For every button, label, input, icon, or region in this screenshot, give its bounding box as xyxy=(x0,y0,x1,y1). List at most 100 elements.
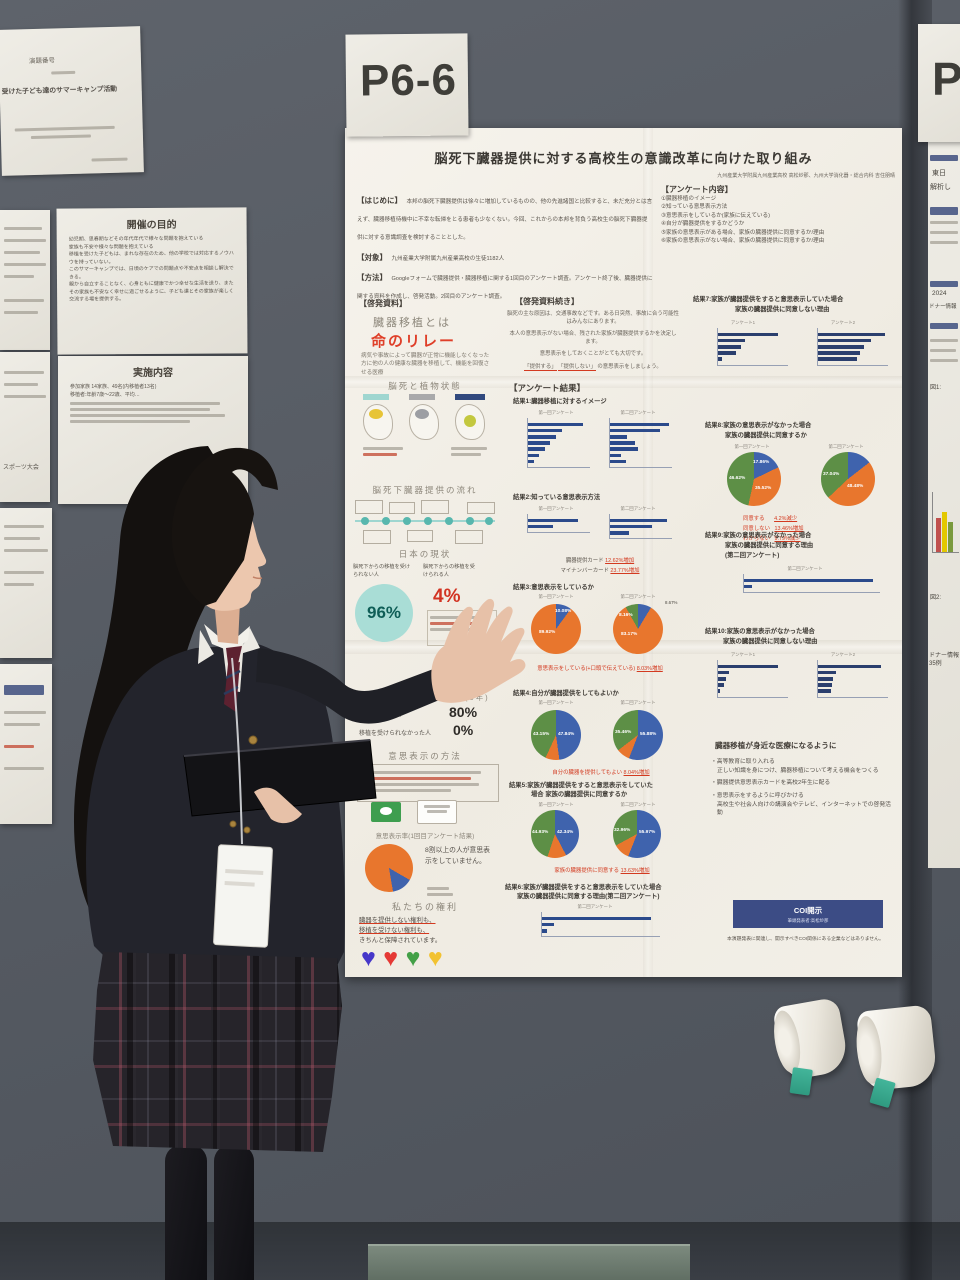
chart-bar xyxy=(542,922,554,927)
result10-title-line1: 結果10:家族の意思表示がなかった場合 xyxy=(705,628,815,635)
result2-note2-value: 23.77%増加 xyxy=(610,568,640,574)
brain-tab-normal xyxy=(363,394,389,400)
result8-pie2: 37.04% 48.48% xyxy=(821,452,875,506)
summary-heading: 臓器移植が身近な医療になるように xyxy=(715,741,837,750)
result4-pie2: 55.88% 35.46% xyxy=(613,710,663,760)
legend-entry xyxy=(427,887,449,890)
result3-pie2-caption: 第二回アンケート xyxy=(620,594,656,599)
result8-pie1: 46.62% 35.52% 17.86% xyxy=(727,452,781,506)
method-label: 【方法】 xyxy=(357,273,387,282)
next-session-card: P xyxy=(918,24,960,142)
presenter-tie-knot xyxy=(226,646,242,664)
result1-title: 結果1:臓器移植に対するイメージ xyxy=(513,398,607,405)
chart-bar xyxy=(610,530,629,535)
illegible-text-line xyxy=(361,771,481,774)
materials2-p2: 本人の意思表示がない場合、残された家族が臓器提供するかを決定します。 xyxy=(509,331,677,346)
flow-step-box xyxy=(467,502,495,514)
illegible-text-line xyxy=(4,723,40,726)
blazer-button xyxy=(248,735,258,745)
head-silhouette-3 xyxy=(455,404,485,440)
illegible-text-line xyxy=(70,402,220,405)
chart-bar xyxy=(528,453,540,458)
tablet-edge-highlight xyxy=(183,739,371,757)
illegible-text-line xyxy=(4,571,44,574)
chart-bar xyxy=(528,434,556,439)
section-bar xyxy=(930,281,958,287)
rate-note: 8割以上の人が意思表示をしていません。 xyxy=(425,847,490,865)
chart-bar xyxy=(718,670,730,675)
name-tag-line xyxy=(225,869,264,876)
result5-pie2-green-label: 32.96% xyxy=(614,828,631,833)
flow-heading: 脳死下臓器提供の流れ xyxy=(372,485,478,495)
survival-row2-value: 0% xyxy=(453,722,474,738)
poster-authors: 九州産業大学附属九州産業高校 高松紗那、九州大学消化器・総合内科 吉住朋晴 xyxy=(717,173,895,179)
illegible-text-line xyxy=(4,583,34,586)
chart-bar xyxy=(610,453,622,458)
result2-note1: 臓器提供カード xyxy=(565,558,604,564)
illegible-text-line xyxy=(930,359,958,362)
result5-title-line2: 場合 家族の臓器提供に同意するか xyxy=(531,791,628,798)
presenter-lanyard xyxy=(231,657,243,845)
result4-pie2-green-label: 35.46% xyxy=(615,730,632,735)
survey-item-4: ④自分が臓器提供をするかどうか xyxy=(661,221,745,228)
presenter-collar-right xyxy=(240,628,260,654)
cannot-receive-circle: 96% xyxy=(355,584,413,642)
materials-desc: 病気や事故によって臓器が正常に機能しなくなった方に他の人の健康な臓器を移植して、… xyxy=(361,353,490,376)
chart-bar xyxy=(818,332,885,337)
result3-pie1-caption: 第一回アンケート xyxy=(538,594,574,599)
survey-content-label: 【アンケート内容】 xyxy=(661,185,733,194)
mynumber-card xyxy=(417,800,457,824)
flow-step-box xyxy=(363,530,391,544)
illegible-text-line xyxy=(4,525,44,528)
right-strip-count: ドナー情報 35例 xyxy=(929,653,960,668)
cannot-receive-label: 脳死下からの移植を受けられない人 xyxy=(353,564,411,578)
illegible-text-line xyxy=(363,447,403,450)
presenter-front-hair xyxy=(171,447,278,606)
result6-chart xyxy=(541,912,660,938)
survey-item-2: ②知っている意思表示方法 xyxy=(661,204,728,211)
rights-line1: 臓器を提供しない権利も、 xyxy=(359,917,436,924)
presenter-left-leg xyxy=(165,1145,207,1280)
next-session-code: P xyxy=(932,53,960,105)
result4-pie2-blue-label: 55.88% xyxy=(640,732,657,737)
chart-bar xyxy=(718,338,745,343)
left-sheet-partial-3 xyxy=(0,508,52,658)
result6-title-line2: 家族の臓器提供に同意する理由(第二回アンケート) xyxy=(517,893,660,900)
chart-bar xyxy=(818,689,831,693)
rights-line2: 移植を受けない権利も、 xyxy=(359,926,430,934)
materials2-p4-b: 「提供しない」 xyxy=(558,363,596,371)
illegible-text-line xyxy=(424,805,450,808)
chart-bar xyxy=(610,459,626,464)
timeline-dot xyxy=(466,517,474,525)
chart-bar xyxy=(528,518,578,523)
result10-chart2 xyxy=(817,660,888,698)
coi-box-title: COI開示 xyxy=(793,906,823,915)
timeline-dot xyxy=(445,517,453,525)
result5-note-value: 13.63%増加 xyxy=(620,868,650,874)
result5-pie1-caption: 第一回アンケート xyxy=(538,802,574,807)
result2-chart2-caption: 第二回アンケート xyxy=(620,506,656,511)
mini-bar-chart xyxy=(932,492,959,553)
mini-bar-green xyxy=(948,522,953,552)
result8-note1: 同意する xyxy=(743,516,765,522)
illegible-text-line xyxy=(4,711,46,714)
materials-relay: 命のリレー xyxy=(371,333,457,350)
legend-entry xyxy=(427,893,453,896)
chart-bar xyxy=(718,344,742,349)
left-sheet-partial-1 xyxy=(0,210,50,350)
illegible-text-line xyxy=(4,239,46,242)
result8-note2: 同意しない xyxy=(743,526,770,532)
mini-bar-yellow xyxy=(942,512,947,552)
results-label: 【アンケート結果】 xyxy=(509,383,586,393)
result4-pie1: 47.84% 43.15% xyxy=(531,710,581,760)
survey-item-3: ③意思表示をしているか(家族に伝えている) xyxy=(661,212,770,219)
result8-title-line1: 結果8:家族の意思表示がなかった場合 xyxy=(705,422,812,429)
result9-chart-caption: 第二回アンケート xyxy=(787,566,823,571)
rights-line3: きちんと保障されています。 xyxy=(359,936,442,944)
result4-title: 結果4:自分が臓器提供をしてもよいか xyxy=(513,690,619,697)
result3-pie1: 89.92% 10.08% xyxy=(531,604,581,654)
right-strip-t3: 2024 xyxy=(932,290,947,297)
result8-pie1-caption: 第一回アンケート xyxy=(734,444,770,449)
timeline-dot xyxy=(424,517,432,525)
